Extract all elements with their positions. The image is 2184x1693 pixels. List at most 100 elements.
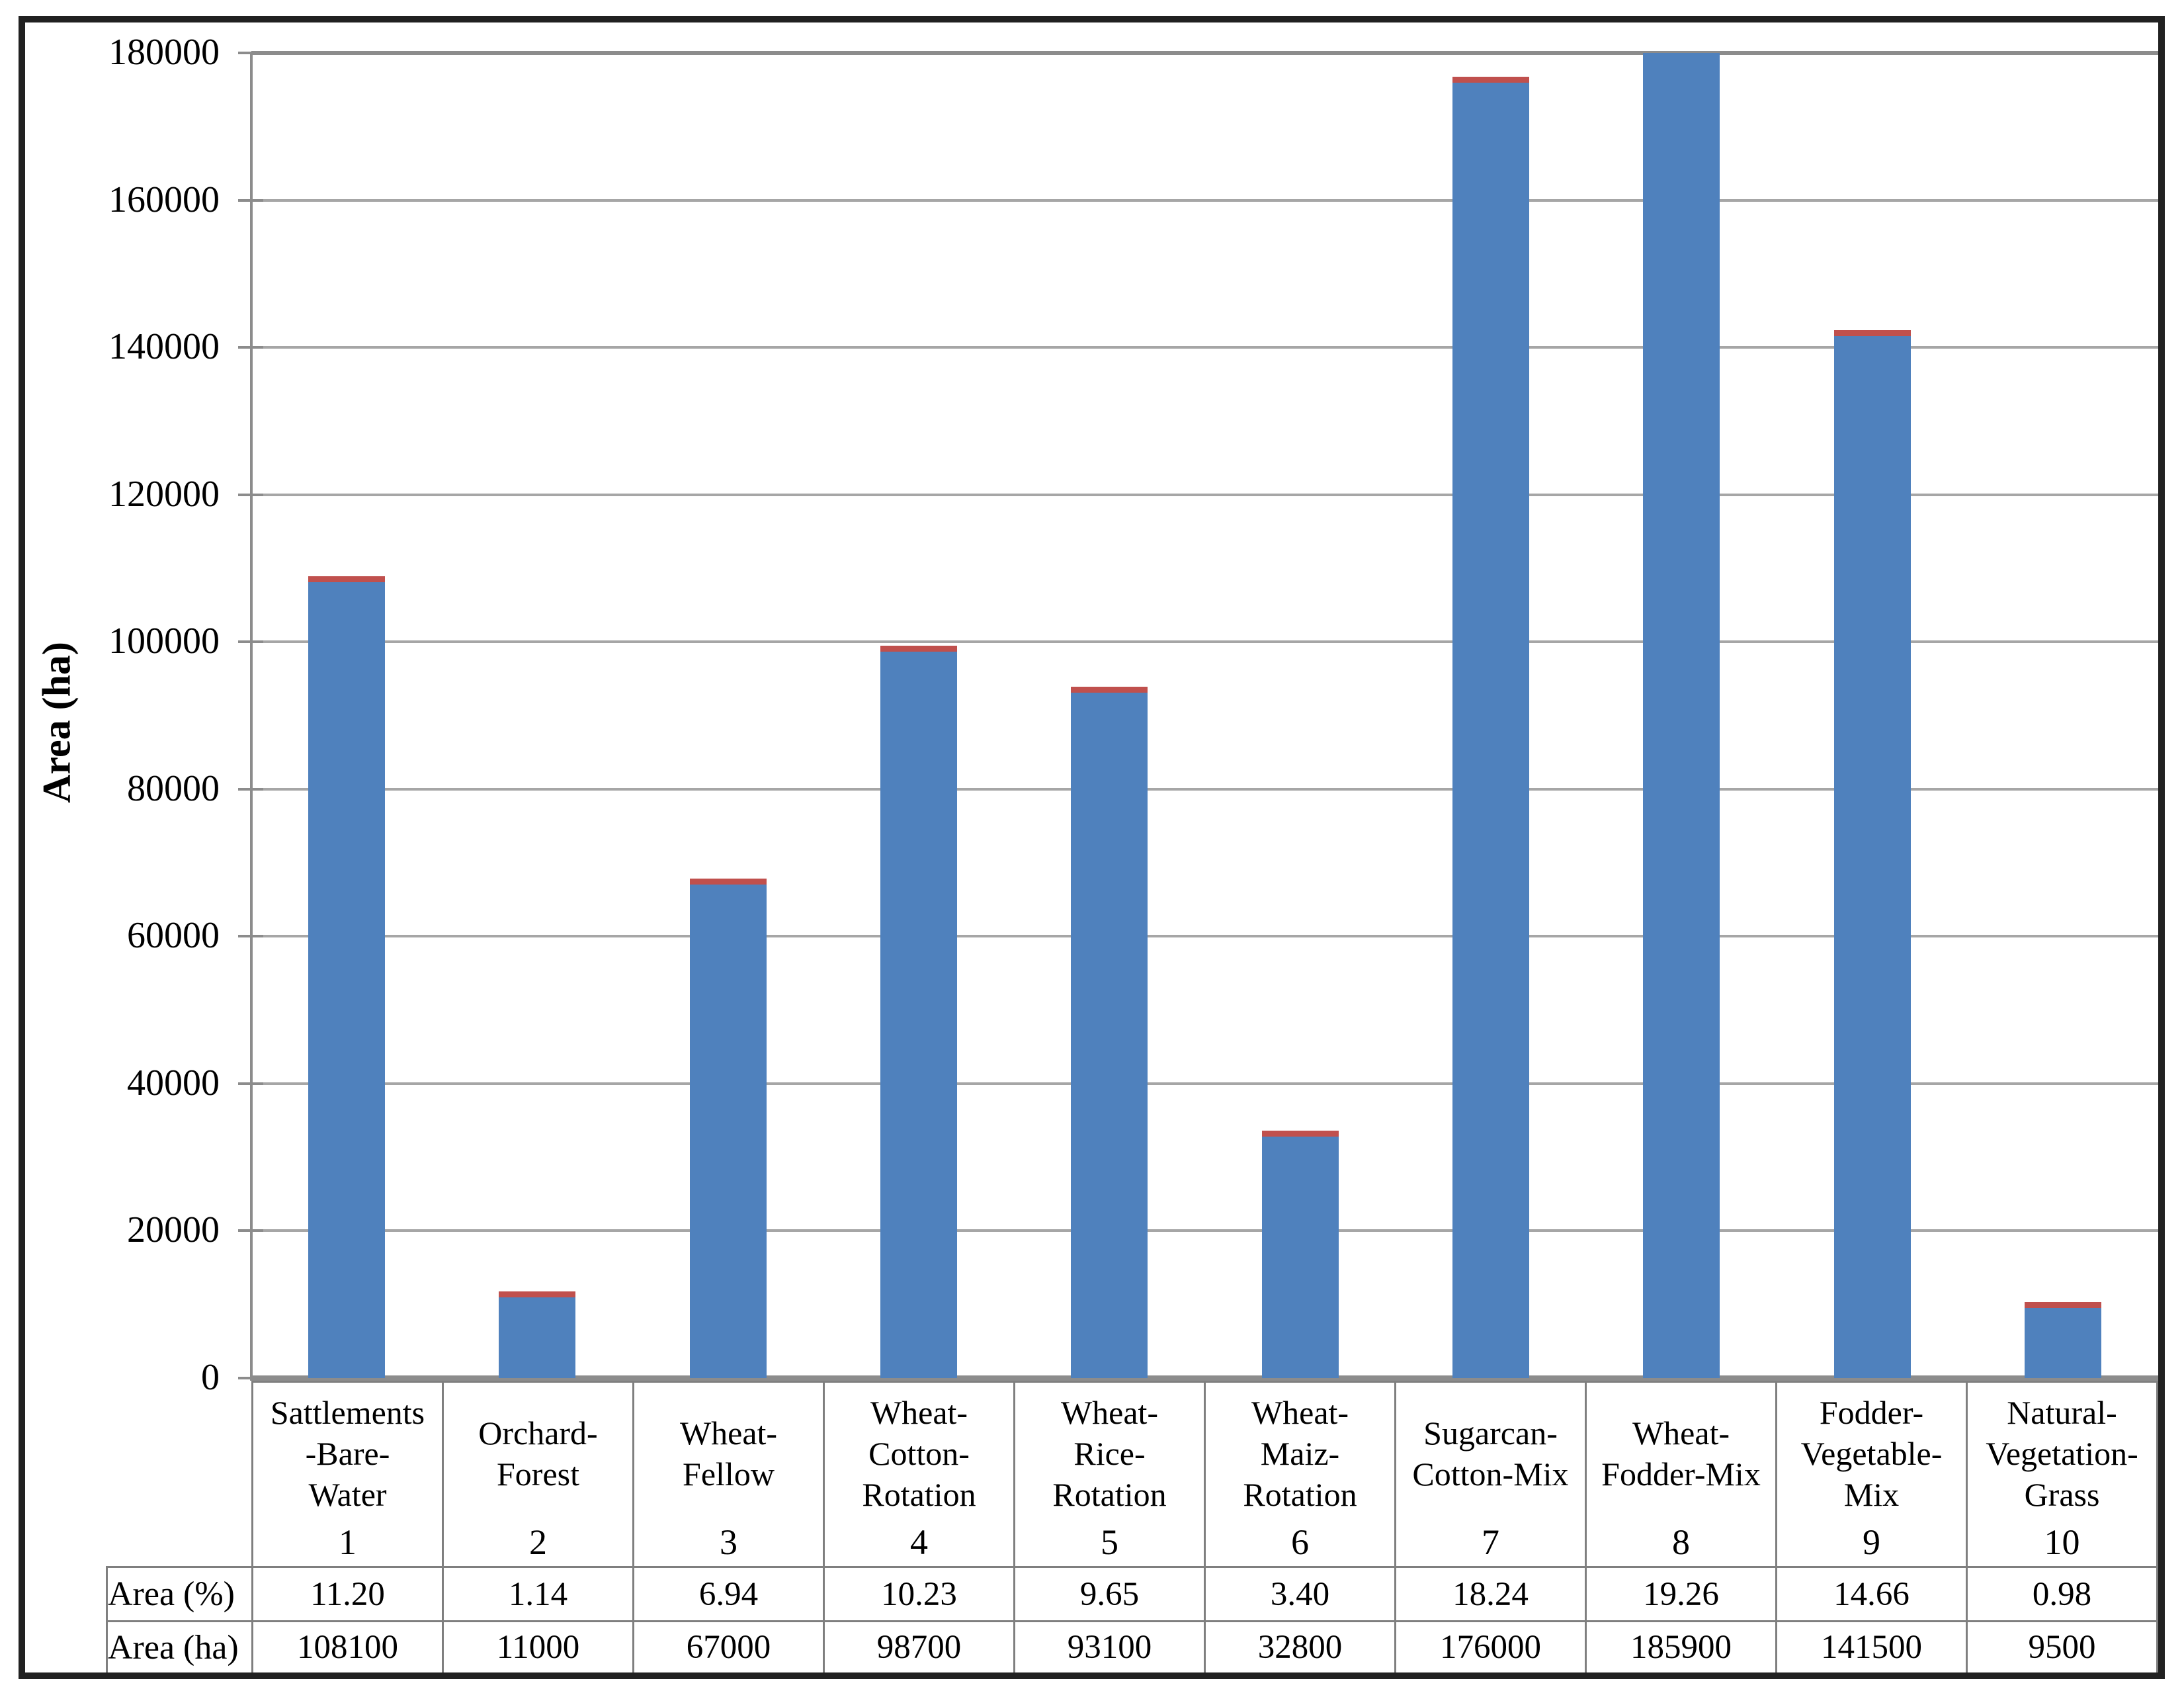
category-name: Fodder- Vegetable- Mix: [1777, 1383, 1966, 1524]
y-axis-tick-label: 40000: [127, 1062, 220, 1104]
category-header-9: Fodder- Vegetable- Mix 9: [1775, 1381, 1968, 1568]
bar-segment-red-cap: [1452, 76, 1529, 83]
area-pct-value: 9.65: [1013, 1566, 1206, 1622]
category-name: Wheat- Fellow: [634, 1383, 823, 1524]
area-pct-value: 14.66: [1775, 1566, 1968, 1622]
gridline: [251, 1375, 2158, 1381]
bar-segment-red-cap: [1833, 330, 1911, 337]
bar-2: [499, 53, 576, 1378]
bar-6: [1261, 53, 1339, 1378]
category-name: Wheat- Fodder-Mix: [1587, 1383, 1775, 1524]
category-code: 2: [529, 1522, 547, 1562]
category-code: 5: [1101, 1522, 1118, 1562]
category-name-line: Rotation: [1243, 1476, 1357, 1513]
area-ha-value: 98700: [823, 1620, 1015, 1674]
category-header-6: Wheat- Maiz- Rotation 6: [1204, 1381, 1396, 1568]
area-ha-value: 67000: [632, 1620, 825, 1674]
bar-3: [689, 53, 767, 1378]
area-ha-value: 141500: [1775, 1620, 1968, 1674]
bar-segment-blue: [2024, 1308, 2101, 1378]
category-name: Natural- Vegetation- Grass: [1968, 1383, 2156, 1524]
category-code: 7: [1482, 1522, 1499, 1562]
bar-segment-blue: [1643, 53, 1720, 1378]
category-name-line: Wheat-: [870, 1394, 968, 1431]
category-name-line: Wheat-: [1251, 1394, 1349, 1431]
category-name: Wheat- Rice- Rotation: [1015, 1383, 1204, 1524]
category-name-line: Wheat-: [1060, 1394, 1159, 1431]
area-pct-value: 18.24: [1394, 1566, 1587, 1622]
y-axis-tickmark: [238, 935, 263, 938]
row-header-area-ha: Area (ha): [106, 1620, 253, 1674]
category-name-line: Wheat-: [1632, 1414, 1730, 1452]
y-axis-tick-label: 60000: [127, 915, 220, 957]
y-axis-tickmark: [238, 787, 263, 791]
y-axis-tick-label: 140000: [108, 326, 220, 367]
category-name-line: Rice-: [1073, 1435, 1146, 1472]
bar-segment-red-cap: [499, 1291, 576, 1297]
bar-segment-red-cap: [2024, 1302, 2101, 1309]
category-name-line: Orchard-: [478, 1414, 598, 1452]
category-header-5: Wheat- Rice- Rotation 5: [1013, 1381, 1206, 1568]
y-axis-tick-label: 20000: [127, 1209, 220, 1251]
area-ha-value: 11000: [442, 1620, 634, 1674]
bar-segment-blue: [499, 1297, 576, 1378]
area-ha-value: 176000: [1394, 1620, 1587, 1674]
area-ha-value: 9500: [1966, 1620, 2158, 1674]
y-axis-tick-label: 100000: [108, 621, 220, 662]
bar-segment-blue: [1071, 693, 1148, 1378]
category-code: 8: [1672, 1522, 1690, 1562]
category-header-2: Orchard- Forest 2: [442, 1381, 634, 1568]
bar-10: [2024, 53, 2101, 1378]
y-axis-line: [250, 53, 253, 1381]
y-axis-tick-label: 80000: [127, 767, 220, 809]
category-name-line: Fodder-Mix: [1601, 1455, 1761, 1493]
bar-segment-red-cap: [308, 576, 386, 583]
y-axis-tickmark: [238, 1377, 263, 1379]
category-name-line: Fodder-: [1819, 1394, 1924, 1431]
category-name-line: Rotation: [862, 1476, 976, 1513]
y-axis-tickmark: [238, 640, 263, 644]
bar-segment-red-cap: [880, 645, 958, 652]
area-ha-value: 108100: [251, 1620, 444, 1674]
category-name-line: -Bare-: [305, 1435, 390, 1472]
area-ha-value: 185900: [1585, 1620, 1777, 1674]
y-axis-title: Area (ha): [34, 642, 79, 803]
bar-segment-blue: [1452, 82, 1529, 1378]
gridline: [251, 1082, 2158, 1085]
category-code: 10: [2044, 1522, 2080, 1562]
category-name-line: Water: [308, 1476, 387, 1513]
area-ha-value: 93100: [1013, 1620, 1206, 1674]
gridline: [251, 493, 2158, 496]
area-pct-value: 6.94: [632, 1566, 825, 1622]
category-name-line: Cotton-: [868, 1435, 970, 1472]
area-ha-value: 32800: [1204, 1620, 1396, 1674]
table-corner-blank: [106, 1381, 253, 1568]
category-code: 1: [339, 1522, 357, 1562]
category-name: Wheat- Cotton- Rotation: [825, 1383, 1013, 1524]
category-name-line: Vegetable-: [1800, 1435, 1943, 1472]
category-code: 3: [720, 1522, 737, 1562]
category-name: Orchard- Forest: [444, 1383, 632, 1524]
category-name-line: Cotton-Mix: [1412, 1455, 1569, 1493]
y-axis-tick-label: 160000: [108, 179, 220, 220]
bar-segment-red-cap: [1071, 687, 1148, 693]
category-code: 9: [1863, 1522, 1880, 1562]
gridline: [251, 787, 2158, 791]
gridline: [251, 1229, 2158, 1233]
data-table: Sattlements -Bare- Water 1 Orchard- Forest 2 Wh…: [106, 1381, 2158, 1674]
category-header-1: Sattlements -Bare- Water 1: [251, 1381, 444, 1568]
gridline: [251, 640, 2158, 644]
category-header-10: Natural- Vegetation- Grass 10: [1966, 1381, 2158, 1568]
area-pct-value: 3.40: [1204, 1566, 1396, 1622]
y-axis-tickmark: [238, 493, 263, 496]
category-code: 6: [1291, 1522, 1309, 1562]
area-pct-value: 11.20: [251, 1566, 444, 1622]
category-name-line: Vegetation-: [1986, 1435, 2138, 1472]
category-name-line: Sattlements: [270, 1394, 425, 1431]
row-header-area-pct: Area (%): [106, 1566, 253, 1622]
bar-segment-blue: [880, 651, 958, 1378]
area-pct-value: 0.98: [1966, 1566, 2158, 1622]
area-pct-value: 1.14: [442, 1566, 634, 1622]
